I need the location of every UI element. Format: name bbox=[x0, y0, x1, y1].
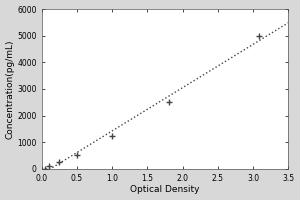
X-axis label: Optical Density: Optical Density bbox=[130, 185, 200, 194]
Y-axis label: Concentration(pg/mL): Concentration(pg/mL) bbox=[6, 39, 15, 139]
